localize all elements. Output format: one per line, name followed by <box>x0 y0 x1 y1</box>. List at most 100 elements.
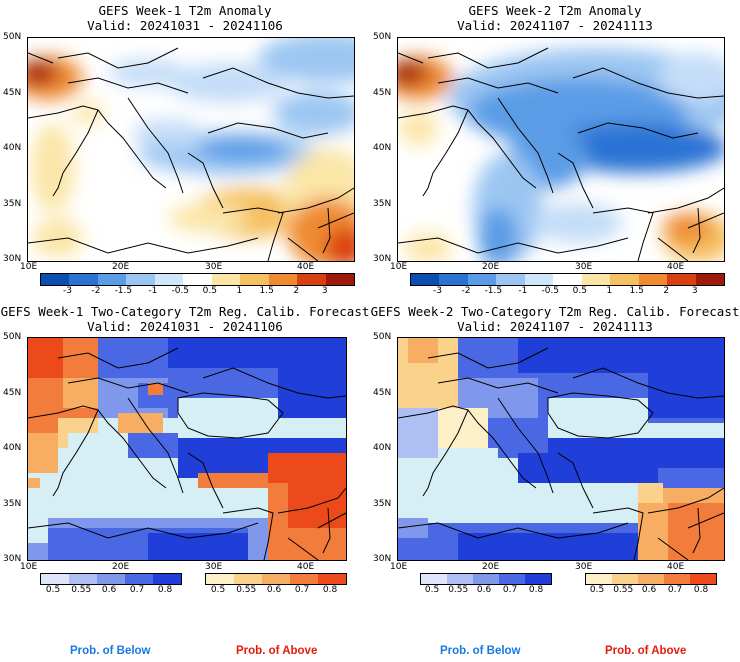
panel-week2-anomaly: GEFS Week-2 T2m Anomaly Valid: 20241107 … <box>370 0 740 300</box>
prob-above-colorbar <box>205 573 347 585</box>
prob-below-colorbar-swatch <box>125 574 153 584</box>
prob-above-colorbar-swatch <box>690 574 716 584</box>
colorbar-tick-label: 0.55 <box>448 585 469 595</box>
lon-label: 20E <box>112 562 130 572</box>
lon-label: 10E <box>20 262 38 272</box>
lat-label: 40N <box>3 143 22 153</box>
lon-label: 10E <box>20 562 38 572</box>
colorbar-tick-label: 2 <box>293 286 300 296</box>
anomaly-map <box>27 37 355 262</box>
legend-prob-below-right: Prob. of Below <box>440 645 521 657</box>
prob-above-colorbar-swatch <box>586 574 612 584</box>
anomaly-colorbar-swatch <box>467 274 497 285</box>
panel-valid-dates: Valid: 20241107 - 20241113 <box>457 18 653 33</box>
prob-above-colorbar-swatch <box>290 574 318 584</box>
lon-label: 20E <box>112 262 130 272</box>
anomaly-colorbar-swatch <box>581 274 611 285</box>
lon-label: 40E <box>297 562 315 572</box>
colorbar-tick-label: 0.6 <box>476 585 492 595</box>
anomaly-colorbar-swatch <box>183 274 212 285</box>
anomaly-colorbar-swatch <box>411 274 440 285</box>
colorbar-tick-label: -3 <box>63 286 73 296</box>
anomaly-colorbar-ticks: -3 -2 -1.5 -1 -0.5 0.5 1 1.5 2 3 <box>410 286 723 298</box>
legend-prob-above-right: Prob. of Above <box>605 645 687 657</box>
colorbar-tick-label: 3 <box>691 286 698 296</box>
lat-label: 35N <box>3 199 22 209</box>
prob-above-colorbar-swatch <box>612 574 638 584</box>
prob-above-colorbar-swatch <box>206 574 234 584</box>
anomaly-colorbar-swatch <box>69 274 98 285</box>
legend-prob-above-left: Prob. of Above <box>236 645 318 657</box>
lon-label: 20E <box>482 562 500 572</box>
panel-week1-probability: GEFS Week-1 Two-Category T2m Reg. Calib.… <box>0 300 370 600</box>
colorbar-tick-label: 0.5 <box>45 585 61 595</box>
anomaly-colorbar-swatch <box>41 274 70 285</box>
colorbar-tick-label: 0.8 <box>322 585 338 595</box>
panel-week2-probability: GEFS Week-2 Two-Category T2m Reg. Calib.… <box>370 300 740 600</box>
panel-title: GEFS Week-2 T2m Anomaly <box>468 3 642 18</box>
colorbar-tick-label: 3 <box>321 286 328 296</box>
anomaly-colorbar <box>40 273 355 286</box>
anomaly-colorbar-swatch <box>297 274 326 285</box>
colorbar-tick-label: -0.5 <box>171 286 190 296</box>
prob-above-colorbar-ticks: 0.5 0.55 0.6 0.7 0.8 <box>205 585 345 597</box>
colorbar-tick-label: 0.5 <box>424 585 440 595</box>
panel-valid-dates: Valid: 20241031 - 20241106 <box>87 319 283 334</box>
prob-above-colorbar-ticks: 0.5 0.55 0.6 0.7 0.8 <box>585 585 715 597</box>
panel-week1-anomaly: GEFS Week-1 T2m Anomaly Valid: 20241031 … <box>0 0 370 300</box>
anomaly-colorbar-swatch <box>524 274 554 285</box>
panel-title: GEFS Week-1 Two-Category T2m Reg. Calib.… <box>0 304 370 319</box>
prob-below-colorbar <box>40 573 182 585</box>
colorbar-tick-label: -3 <box>433 286 443 296</box>
anomaly-colorbar-swatch <box>126 274 155 285</box>
colorbar-tick-label: 0.7 <box>502 585 518 595</box>
lat-label: 50N <box>3 32 22 42</box>
lat-label: 50N <box>373 332 392 342</box>
colorbar-tick-label: 0.55 <box>613 585 634 595</box>
lat-label: 35N <box>3 499 22 509</box>
colorbar-tick-label: -2 <box>91 286 101 296</box>
colorbar-tick-label: -1 <box>518 286 528 296</box>
prob-below-colorbar-swatch <box>153 574 181 584</box>
prob-above-colorbar <box>585 573 717 585</box>
probability-map <box>397 337 725 561</box>
lat-label: 40N <box>373 443 392 453</box>
anomaly-colorbar-swatch <box>496 274 525 285</box>
colorbar-tick-label: -2 <box>461 286 471 296</box>
colorbar-tick-label: -1 <box>148 286 158 296</box>
colorbar-tick-label: 0.7 <box>129 585 145 595</box>
prob-above-colorbar-swatch <box>664 574 690 584</box>
colorbar-tick-label: 2 <box>663 286 670 296</box>
lat-label: 35N <box>373 199 392 209</box>
lon-label: 30E <box>575 562 593 572</box>
lon-label: 40E <box>667 562 685 572</box>
colorbar-tick-label: 1.5 <box>629 286 644 296</box>
prob-below-colorbar-ticks: 0.5 0.55 0.6 0.7 0.8 <box>40 585 180 597</box>
lon-label: 30E <box>575 262 593 272</box>
lon-label: 20E <box>482 262 500 272</box>
anomaly-colorbar-swatch <box>553 274 582 285</box>
anomaly-colorbar-swatch <box>638 274 668 285</box>
lat-label: 30N <box>373 254 392 264</box>
colorbar-tick-label: 0.7 <box>667 585 683 595</box>
lat-label: 40N <box>373 143 392 153</box>
prob-above-colorbar-swatch <box>318 574 346 584</box>
prob-above-colorbar-swatch <box>262 574 290 584</box>
colorbar-tick-label: 0.7 <box>294 585 310 595</box>
anomaly-colorbar-swatch <box>439 274 468 285</box>
anomaly-colorbar-swatch <box>325 274 354 285</box>
lon-label: 30E <box>205 262 223 272</box>
probability-map <box>27 337 347 561</box>
colorbar-tick-label: 0.55 <box>236 585 257 595</box>
anomaly-map <box>397 37 725 262</box>
lat-label: 30N <box>373 554 392 564</box>
colorbar-tick-label: 0.6 <box>101 585 117 595</box>
prob-above-colorbar-swatch <box>638 574 664 584</box>
colorbar-tick-label: -1.5 <box>114 286 133 296</box>
colorbar-tick-label: 0.8 <box>157 585 173 595</box>
anomaly-colorbar-ticks: -3 -2 -1.5 -1 -0.5 0.5 1 1.5 2 3 <box>40 286 353 298</box>
lon-label: 10E <box>390 562 408 572</box>
lat-label: 45N <box>3 88 22 98</box>
lat-label: 50N <box>3 332 22 342</box>
anomaly-colorbar-swatch <box>97 274 127 285</box>
